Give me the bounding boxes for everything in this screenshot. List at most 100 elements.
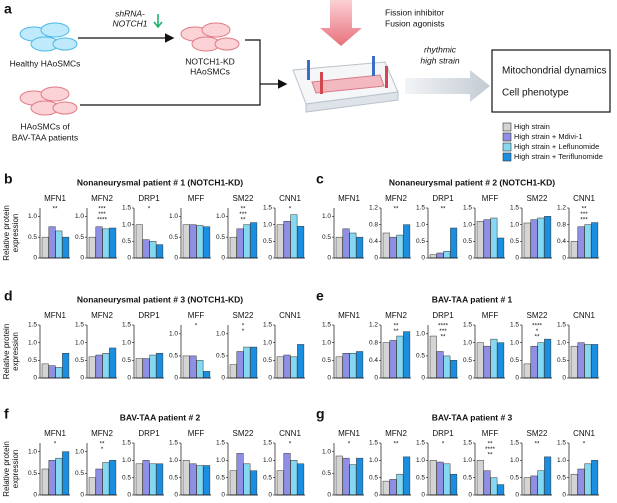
bar [429, 254, 437, 259]
y-tick-label: 0.5 [216, 234, 225, 241]
y-tick-label: 1.5 [263, 205, 272, 212]
bar [229, 470, 237, 496]
bar [55, 367, 63, 379]
bar [196, 465, 204, 496]
bar [483, 219, 491, 259]
bar [544, 338, 552, 379]
bar [55, 230, 63, 259]
significance: * [536, 328, 539, 335]
label: Mitochondrial dynamics [502, 66, 607, 77]
y-tick-label: 1.0 [263, 457, 272, 464]
panel-letter: b [4, 171, 13, 187]
y-tick-label: 0.5 [169, 353, 178, 360]
significance: **** [532, 323, 543, 330]
label: Cell phenotype [502, 88, 569, 99]
healthy-cells [19, 22, 78, 52]
y-tick-label: 0.5 [510, 474, 519, 481]
chart-name: MFF [188, 311, 205, 320]
bar [544, 216, 552, 259]
bar [62, 236, 70, 259]
y-tick-label: 1.0 [463, 457, 472, 464]
y-tick-label: 1.0 [28, 213, 37, 220]
label: HAoSMCs of [20, 121, 70, 131]
significance: * [583, 441, 586, 448]
chart-name: MFF [188, 194, 205, 203]
y-tick-label: 0 [33, 255, 37, 262]
bar [450, 473, 458, 496]
y-tick-label: 1.0 [510, 221, 519, 228]
y-tick-label: 1.5 [369, 440, 378, 447]
bar [48, 226, 56, 259]
legend-label: High strain + Teriflunomide [514, 152, 603, 161]
y-tick-label: 0 [174, 492, 178, 499]
bar [149, 241, 157, 259]
significance: ** [393, 441, 399, 448]
y-tick-label: 0.5 [216, 474, 225, 481]
significance: ** [393, 323, 399, 330]
bar [570, 345, 578, 379]
y-tick-label: 1.0 [557, 457, 566, 464]
y-tick-label: 1.0 [322, 213, 331, 220]
bar [577, 226, 585, 259]
chart-name: CNN1 [279, 194, 301, 203]
legend-label: High strain + Leflunomide [514, 142, 599, 151]
y-tick-label: 1.5 [122, 440, 131, 447]
chart-name: MFN2 [385, 311, 407, 320]
y-tick-label: 1.0 [416, 221, 425, 228]
strain-device [292, 56, 399, 113]
chart-name: MFN1 [338, 194, 360, 203]
chart-name: MFN2 [91, 194, 113, 203]
y-tick-label: 0 [80, 255, 84, 262]
significance: * [101, 446, 104, 453]
bar [396, 335, 404, 379]
y-tick-label: 1.0 [510, 457, 519, 464]
y-tick-label: 1.5 [169, 440, 178, 447]
bar [41, 363, 49, 379]
y-tick-label: 1.5 [510, 440, 519, 447]
y-tick-label: 0.5 [416, 474, 425, 481]
significance: *** [580, 211, 588, 218]
bar [356, 351, 364, 379]
bar [356, 457, 364, 496]
bar [436, 351, 444, 379]
y-tick-label: 0 [562, 492, 566, 499]
bar [142, 239, 150, 259]
y-tick-label: 0 [374, 492, 378, 499]
bar [497, 484, 505, 496]
bar [584, 224, 592, 259]
chart-name: DRP1 [432, 429, 454, 438]
y-tick-label: 0 [221, 375, 225, 382]
y-tick-label: 0.5 [463, 474, 472, 481]
bar [396, 473, 404, 496]
chart-name: MFF [482, 311, 499, 320]
bar [41, 468, 49, 496]
bar [443, 355, 451, 379]
y-tick-label: 0.5 [557, 357, 566, 364]
significance: *** [98, 211, 106, 218]
y-tick-label: 1.5 [510, 205, 519, 212]
bar [389, 479, 397, 496]
chart-name: MFN1 [338, 429, 360, 438]
y-tick-label: 0 [421, 375, 425, 382]
chart-name: SM22 [233, 429, 254, 438]
bar [396, 234, 404, 259]
bar [135, 463, 143, 496]
arrow [245, 39, 288, 89]
bar [290, 356, 298, 379]
chart-name: DRP1 [138, 194, 160, 203]
y-tick-label: 1.5 [510, 322, 519, 329]
chart-name: MFN2 [91, 311, 113, 320]
bar [577, 468, 585, 496]
bar [102, 462, 110, 496]
y-tick-label: 0.5 [169, 474, 178, 481]
bar [476, 342, 484, 379]
label: rhythmic [424, 44, 457, 54]
y-tick-label: 0 [515, 375, 519, 382]
y-tick-label: 1.0 [557, 339, 566, 346]
bar [497, 237, 505, 259]
y-tick-label: 0 [221, 492, 225, 499]
significance: * [195, 323, 198, 330]
bar [276, 356, 284, 379]
y-tick-label: 1.0 [216, 457, 225, 464]
bar [523, 222, 531, 259]
